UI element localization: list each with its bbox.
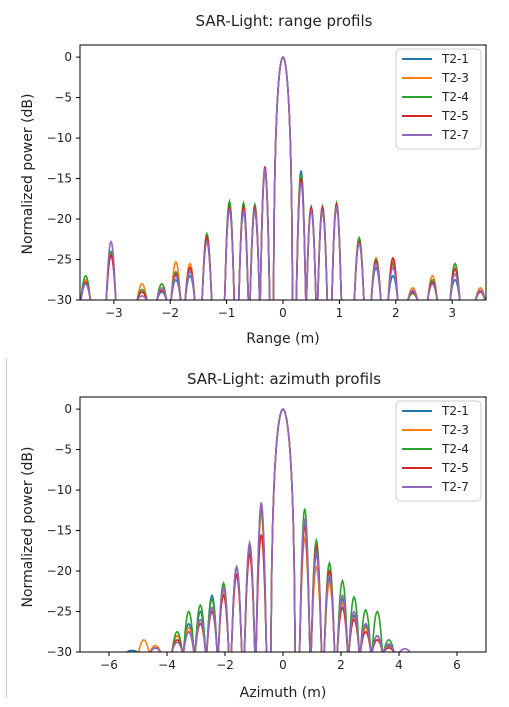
legend-label: T2-5 xyxy=(441,109,469,123)
y-tick-label: −5 xyxy=(54,443,72,457)
legend-label: T2-5 xyxy=(441,461,469,475)
x-tick-label: −4 xyxy=(158,658,176,672)
x-tick-label: −2 xyxy=(161,306,179,320)
y-tick-label: −25 xyxy=(47,253,72,267)
x-tick-label: 3 xyxy=(448,306,456,320)
range-chart: SAR-Light: range profils Normalized powe… xyxy=(20,12,487,347)
x-tick-label: 2 xyxy=(392,306,400,320)
y-tick-label: 0 xyxy=(64,50,72,64)
x-tick-label: 2 xyxy=(337,658,345,672)
series-line-T2-7 xyxy=(149,408,411,653)
range-chart-lines xyxy=(80,56,486,301)
x-tick-label: 6 xyxy=(453,658,461,672)
legend-label: T2-7 xyxy=(441,480,469,494)
y-tick-label: −15 xyxy=(47,172,72,186)
range-chart-ylabel: Normalized power (dB) xyxy=(20,94,36,255)
legend-label: T2-1 xyxy=(441,404,469,418)
range-chart-legend: T2-1 T2-3 T2-4 T2-5 T2-7 xyxy=(395,48,482,150)
azimuth-chart-legend-box xyxy=(395,400,482,502)
x-tick-label: −3 xyxy=(105,306,123,320)
x-tick-label: 4 xyxy=(395,658,403,672)
azimuth-chart-title: SAR-Light: azimuth profils xyxy=(187,370,381,388)
series-line-T2-7 xyxy=(80,56,486,301)
azimuth-chart-xlabel: Azimuth (m) xyxy=(240,685,327,701)
legend-label: T2-1 xyxy=(441,52,469,66)
azimuth-chart-ticks: −6 −4 −2 0 2 4 60−5−10−15−20−25−30 xyxy=(47,402,461,672)
azimuth-chart-lines xyxy=(126,408,411,653)
legend-label: T2-4 xyxy=(441,442,469,456)
x-tick-label: −2 xyxy=(216,658,234,672)
y-tick-label: −15 xyxy=(47,524,72,538)
y-tick-label: −30 xyxy=(47,293,72,307)
y-tick-label: −20 xyxy=(47,212,72,226)
x-tick-label: 0 xyxy=(279,658,287,672)
azimuth-chart-ylabel: Normalized power (dB) xyxy=(20,447,36,608)
range-chart-ticks: −3 −2 −1 0 1 2 30−5−10−15−20−25−30 xyxy=(47,50,456,320)
azimuth-chart-legend: T2-1 T2-3 T2-4 T2-5 T2-7 xyxy=(395,400,482,502)
azimuth-chart: SAR-Light: azimuth profils Normalized po… xyxy=(20,370,487,701)
legend-label: T2-4 xyxy=(441,90,469,104)
legend-label: T2-7 xyxy=(441,128,469,142)
divider-line xyxy=(6,358,7,698)
y-tick-label: −5 xyxy=(54,91,72,105)
y-tick-label: −30 xyxy=(47,645,72,659)
azimuth-chart-plot-frame xyxy=(79,396,487,653)
y-tick-label: −25 xyxy=(47,605,72,619)
y-tick-label: −10 xyxy=(47,131,72,145)
x-tick-label: 0 xyxy=(279,306,287,320)
range-chart-title: SAR-Light: range profils xyxy=(196,12,373,30)
legend-label: T2-3 xyxy=(441,71,469,85)
range-chart-xlabel: Range (m) xyxy=(246,331,319,347)
range-chart-plot-frame xyxy=(79,44,487,301)
legend-label: T2-3 xyxy=(441,423,469,437)
x-tick-label: −1 xyxy=(218,306,236,320)
series-line-T2-1 xyxy=(126,408,395,653)
range-chart-legend-box xyxy=(395,48,482,150)
y-tick-label: −20 xyxy=(47,564,72,578)
y-tick-label: 0 xyxy=(64,402,72,416)
x-tick-label: 1 xyxy=(336,306,344,320)
y-tick-label: −10 xyxy=(47,483,72,497)
x-tick-label: −6 xyxy=(100,658,118,672)
